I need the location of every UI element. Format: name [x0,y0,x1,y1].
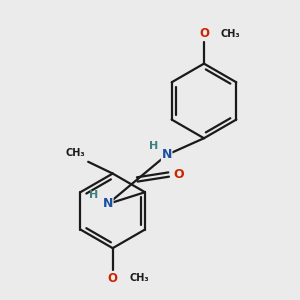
Text: CH₃: CH₃ [221,29,240,39]
Text: CH₃: CH₃ [66,148,85,158]
Text: N: N [103,197,113,211]
Text: O: O [199,27,209,40]
Text: N: N [161,148,172,161]
Text: O: O [173,168,184,181]
Text: O: O [108,272,118,285]
Text: H: H [149,141,159,151]
Text: H: H [89,190,99,200]
Text: CH₃: CH₃ [129,273,149,283]
